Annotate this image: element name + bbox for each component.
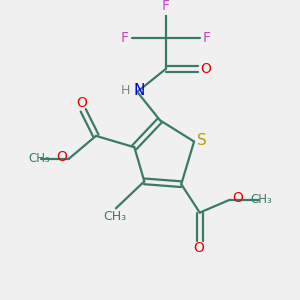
Text: O: O (56, 150, 67, 164)
Text: F: F (203, 31, 211, 45)
Text: CH₃: CH₃ (103, 210, 126, 224)
Text: N: N (134, 83, 145, 98)
Text: O: O (76, 96, 87, 110)
Text: CH₃: CH₃ (250, 193, 272, 206)
Text: S: S (197, 133, 207, 148)
Text: O: O (232, 191, 243, 206)
Text: H: H (121, 84, 130, 97)
Text: CH₃: CH₃ (28, 152, 50, 165)
Text: O: O (193, 241, 204, 255)
Text: F: F (120, 31, 128, 45)
Text: F: F (162, 0, 170, 13)
Text: O: O (200, 62, 211, 76)
